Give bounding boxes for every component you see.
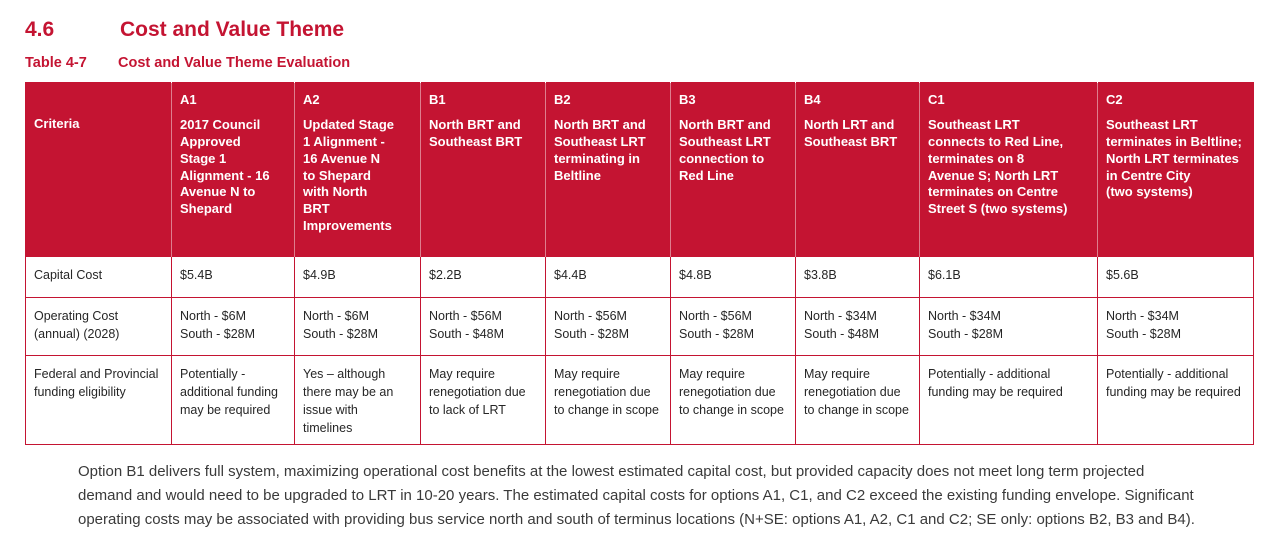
header-cell-a1: A1 2017 Council Approved Stage 1 Alignme…	[171, 82, 295, 257]
option-code: C1	[928, 92, 945, 107]
cell-capital-a1: $5.4B	[171, 256, 295, 298]
cell-capital-b1: $2.2B	[420, 256, 546, 298]
section-heading: 4.6 Cost and Value Theme	[0, 0, 1280, 42]
table-row-funding-eligibility: Federal and Provincial funding eligibili…	[25, 355, 1254, 445]
row-criteria-label: Operating Cost (annual) (2028)	[25, 297, 172, 356]
cell-capital-b3: $4.8B	[670, 256, 796, 298]
cell-operating-b1: North - $56M South - $48M	[420, 297, 546, 356]
cell-funding-c2: Potentially - additional funding may be …	[1097, 355, 1254, 445]
option-description: Updated Stage 1 Alignment - 16 Avenue N …	[303, 116, 395, 234]
option-description: North LRT and Southeast BRT	[804, 116, 898, 149]
cell-funding-b4: May require renegotiation due to change …	[795, 355, 920, 445]
cell-capital-b2: $4.4B	[545, 256, 671, 298]
cell-operating-b3: North - $56M South - $28M	[670, 297, 796, 356]
option-description: North BRT and Southeast LRT connection t…	[679, 116, 771, 183]
header-cell-b3: B3 North BRT and Southeast LRT connectio…	[670, 82, 796, 257]
header-cell-b4: B4 North LRT and Southeast BRT	[795, 82, 920, 257]
table-caption: Table 4-7 Cost and Value Theme Evaluatio…	[0, 42, 1280, 71]
cell-capital-c2: $5.6B	[1097, 256, 1254, 298]
header-cell-b1: B1 North BRT and Southeast BRT	[420, 82, 546, 257]
cell-capital-a2: $4.9B	[294, 256, 421, 298]
option-code: B4	[804, 92, 821, 107]
header-cell-b2: B2 North BRT and Southeast LRT terminati…	[545, 82, 671, 257]
option-code: B3	[679, 92, 696, 107]
header-cell-c2: C2 Southeast LRT terminates in Beltline;…	[1097, 82, 1254, 257]
summary-paragraph: Option B1 delivers full system, maximizi…	[78, 462, 1195, 528]
cell-operating-c2: North - $34M South - $28M	[1097, 297, 1254, 356]
option-description: 2017 Council Approved Stage 1 Alignment …	[180, 116, 270, 217]
option-code: A2	[303, 92, 320, 107]
option-description: Southeast LRT terminates in Beltline; No…	[1106, 116, 1242, 200]
evaluation-table: Criteria A1 2017 Council Approved Stage …	[25, 82, 1254, 445]
cell-capital-b4: $3.8B	[795, 256, 920, 298]
option-description: North BRT and Southeast BRT	[429, 116, 523, 149]
option-code: C2	[1106, 92, 1123, 107]
table-caption-text: Cost and Value Theme Evaluation	[118, 55, 351, 71]
header-cell-criteria: Criteria	[25, 82, 172, 257]
header-cell-c1: C1 Southeast LRT connects to Red Line, t…	[919, 82, 1098, 257]
option-description: Southeast LRT connects to Red Line, term…	[928, 116, 1068, 217]
option-description: North BRT and Southeast LRT terminating …	[554, 116, 646, 183]
cell-operating-b4: North - $34M South - $48M	[795, 297, 920, 356]
row-criteria-label: Capital Cost	[25, 256, 172, 298]
section-title: Cost and Value Theme	[120, 18, 345, 41]
table-row-operating-cost: Operating Cost (annual) (2028) North - $…	[25, 297, 1254, 356]
table-row-capital-cost: Capital Cost $5.4B $4.9B $2.2B $4.4B $4.…	[25, 256, 1254, 298]
cell-capital-c1: $6.1B	[919, 256, 1098, 298]
cell-funding-c1: Potentially - additional funding may be …	[919, 355, 1098, 445]
cell-funding-a2: Yes – although there may be an issue wit…	[294, 355, 421, 445]
cell-operating-b2: North - $56M South - $28M	[545, 297, 671, 356]
cell-funding-b3: May require renegotiation due to change …	[670, 355, 796, 445]
cell-operating-a1: North - $6M South - $28M	[171, 297, 295, 356]
section-number: 4.6	[25, 18, 55, 41]
cell-funding-b2: May require renegotiation due to change …	[545, 355, 671, 445]
row-criteria-label: Federal and Provincial funding eligibili…	[25, 355, 172, 445]
option-code: B1	[429, 92, 446, 107]
cell-operating-a2: North - $6M South - $28M	[294, 297, 421, 356]
option-code: A1	[180, 92, 197, 107]
header-row: Criteria A1 2017 Council Approved Stage …	[25, 82, 1254, 257]
table-label: Table 4-7	[25, 55, 87, 71]
cell-funding-b1: May require renegotiation due to lack of…	[420, 355, 546, 445]
header-cell-a2: A2 Updated Stage 1 Alignment - 16 Avenue…	[294, 82, 421, 257]
criteria-header-label: Criteria	[34, 116, 80, 131]
option-code: B2	[554, 92, 571, 107]
cell-operating-c1: North - $34M South - $28M	[919, 297, 1098, 356]
cell-funding-a1: Potentially - additional funding may be …	[171, 355, 295, 445]
